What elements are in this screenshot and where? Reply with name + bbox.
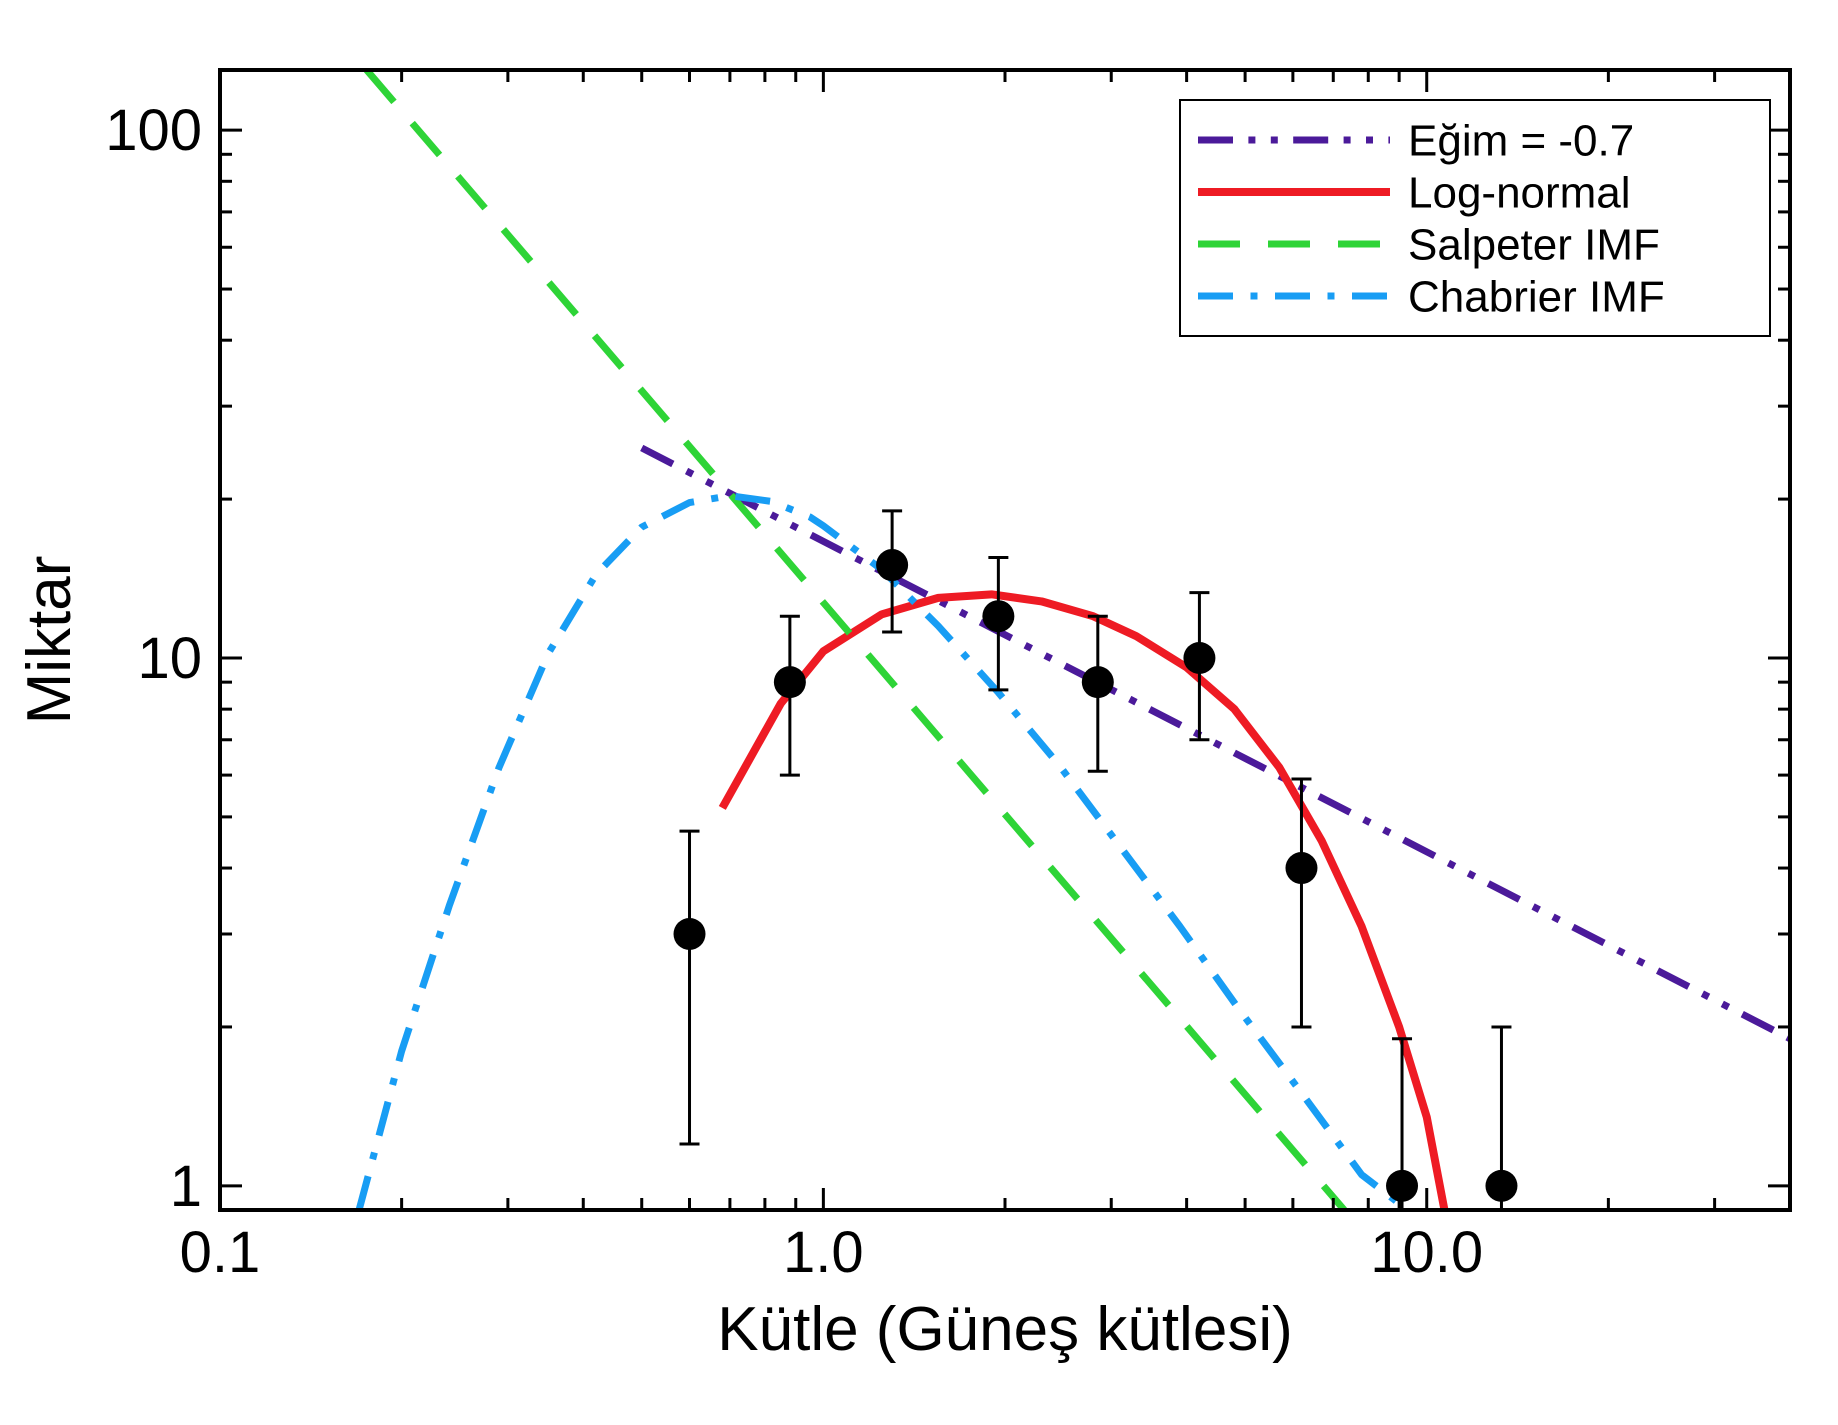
data-point	[982, 600, 1014, 632]
x-tick-label: 1.0	[783, 1220, 864, 1285]
data-point	[876, 549, 908, 581]
x-tick-label: 10.0	[1370, 1220, 1483, 1285]
legend-item-label: Salpeter IMF	[1408, 220, 1660, 269]
x-tick-label: 0.1	[180, 1220, 261, 1285]
data-point	[1082, 666, 1114, 698]
x-axis-label: Kütle (Güneş kütlesi)	[717, 1295, 1292, 1364]
chart-svg: 0.1 1.0 10.0 1 10 100 Kütle (Güneş kütlesi) Mik…	[0, 0, 1838, 1425]
data-point	[1386, 1170, 1418, 1202]
legend-item-label: Chabrier IMF	[1408, 272, 1665, 321]
legend-item-label: Eğim = -0.7	[1408, 116, 1634, 165]
data-point	[1285, 852, 1317, 884]
data-point	[1485, 1170, 1517, 1202]
data-point	[1183, 642, 1215, 674]
legend: Eğim = -0.7Log-normalSalpeter IMFChabrie…	[1180, 100, 1770, 336]
data-point	[774, 666, 806, 698]
y-tick-label: 10	[137, 626, 202, 691]
legend-item-label: Log-normal	[1408, 168, 1631, 217]
data-point	[674, 918, 706, 950]
y-axis-label: Miktar	[15, 556, 84, 725]
chart-container: 0.1 1.0 10.0 1 10 100 Kütle (Güneş kütlesi) Mik…	[0, 0, 1838, 1425]
y-tick-label: 100	[105, 98, 202, 163]
y-tick-label: 1	[170, 1154, 202, 1219]
